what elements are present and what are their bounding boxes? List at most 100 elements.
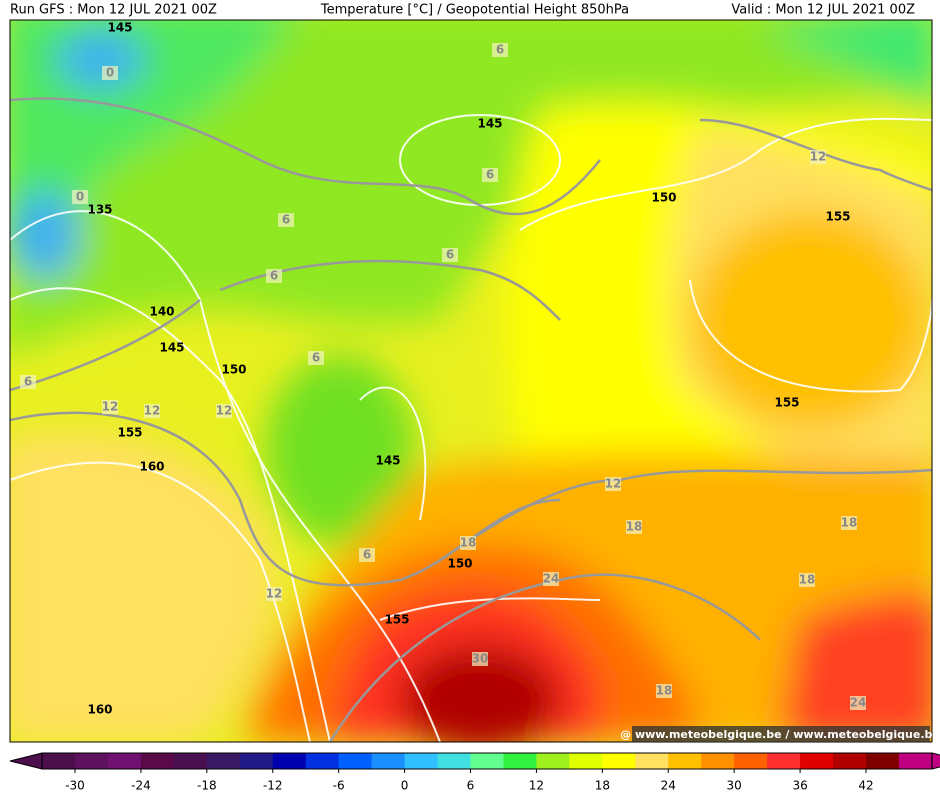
valid-label: Valid : Mon 12 JUL 2021 00Z xyxy=(731,3,915,18)
temperature-label: 18 xyxy=(626,520,643,534)
watermark: @ www.meteobelgique.be / www.meteobelgiq… xyxy=(620,728,940,741)
temperature-label: 6 xyxy=(486,168,494,182)
temperature-label-bg xyxy=(543,572,559,586)
temperature-label: 12 xyxy=(102,400,119,414)
height-label: 145 xyxy=(477,117,502,131)
color-swatch xyxy=(75,753,109,769)
height-label: 155 xyxy=(825,210,850,224)
temperature-label: 6 xyxy=(363,548,371,562)
colorbar-tick-label: -24 xyxy=(131,779,151,793)
colorbar-tick-label: -6 xyxy=(333,779,345,793)
color-swatch xyxy=(536,753,570,769)
temperature-label-bg xyxy=(850,696,866,710)
watermark-bg xyxy=(632,726,930,742)
temperature-label: 18 xyxy=(841,516,858,530)
color-swatch xyxy=(371,753,406,769)
temperature-label-bg xyxy=(20,375,36,389)
temperature-label-bg xyxy=(102,400,118,414)
temperature-label-bg xyxy=(810,150,826,164)
height-label: 160 xyxy=(139,460,164,474)
temperature-label-bg xyxy=(799,573,815,587)
temperature-label: 6 xyxy=(496,43,504,57)
color-swatch xyxy=(42,753,76,769)
color-swatch xyxy=(767,753,801,769)
height-label: 135 xyxy=(87,203,112,217)
map-frame xyxy=(9,19,933,743)
color-swatch xyxy=(668,753,702,769)
color-swatch xyxy=(503,753,537,769)
colorbar-tick-label: 36 xyxy=(792,779,807,793)
temperature-label-bg xyxy=(605,477,621,491)
temperature-label: 6 xyxy=(446,248,454,262)
height-label: 140 xyxy=(149,305,174,319)
color-swatch xyxy=(404,753,439,769)
color-swatch xyxy=(734,753,768,769)
temperature-label-bg xyxy=(102,66,118,80)
temperature-label-bg xyxy=(308,351,324,365)
height-label: 155 xyxy=(774,396,799,410)
colorbar-arrow-right xyxy=(931,752,940,770)
colorbar-tick-label: 24 xyxy=(661,779,676,793)
color-swatch xyxy=(173,753,208,769)
temperature-label-bg xyxy=(492,43,508,57)
temperature-label-bg xyxy=(266,269,282,283)
color-swatch xyxy=(470,753,504,769)
colorbar-tick-label: 12 xyxy=(529,779,544,793)
color-swatch xyxy=(107,753,142,769)
temperature-label: 12 xyxy=(144,404,161,418)
temperature-label: 24 xyxy=(543,572,560,586)
color-swatch xyxy=(239,753,274,769)
color-swatch xyxy=(338,753,373,769)
temperature-label: 0 xyxy=(106,66,114,80)
height-label: 150 xyxy=(447,557,472,571)
temperature-label: 24 xyxy=(850,696,867,710)
temperature-label: 0 xyxy=(76,190,84,204)
colorbar-arrow-left xyxy=(9,752,43,770)
temperature-label-bg xyxy=(144,404,160,418)
color-swatch xyxy=(898,753,933,769)
color-swatch xyxy=(569,753,603,769)
color-swatch xyxy=(206,753,241,769)
color-swatch xyxy=(272,753,307,769)
temperature-label: 12 xyxy=(810,150,827,164)
temperature-label-bg xyxy=(216,404,232,418)
height-label: 145 xyxy=(375,454,400,468)
temperature-label: 12 xyxy=(216,404,233,418)
height-label: 145 xyxy=(107,21,132,35)
run-label: Run GFS : Mon 12 JUL 2021 00Z xyxy=(10,3,217,18)
colorbar-frame xyxy=(41,752,933,770)
temperature-label: 30 xyxy=(472,652,489,666)
temperature-label: 12 xyxy=(266,587,283,601)
colorbar-tick-label: 42 xyxy=(858,779,873,793)
temperature-label: 12 xyxy=(605,477,622,491)
color-swatch xyxy=(305,753,340,769)
color-swatch xyxy=(437,753,471,769)
temperature-label-bg xyxy=(841,516,857,530)
colorbar-tick-label: -30 xyxy=(65,779,85,793)
color-swatch xyxy=(140,753,175,769)
colorbar-tick-label: 6 xyxy=(467,779,475,793)
color-swatch xyxy=(866,753,900,769)
height-label: 155 xyxy=(384,613,409,627)
temperature-label: 6 xyxy=(270,269,278,283)
temperature-label-bg xyxy=(460,536,476,550)
color-swatch xyxy=(701,753,735,769)
color-swatch xyxy=(800,753,834,769)
temperature-label-bg xyxy=(482,168,498,182)
height-label: 155 xyxy=(117,426,142,440)
colorbar-tick-label: -18 xyxy=(197,779,217,793)
temperature-label-bg xyxy=(278,213,294,227)
height-label: 150 xyxy=(221,363,246,377)
temperature-label-bg xyxy=(72,190,88,204)
temperature-label-bg xyxy=(442,248,458,262)
temperature-label: 18 xyxy=(460,536,477,550)
temperature-label: 6 xyxy=(282,213,290,227)
colorbar-tick-label: 30 xyxy=(727,779,742,793)
temperature-label-bg xyxy=(472,652,488,666)
color-swatch xyxy=(833,753,867,769)
map-title: Temperature [°C] / Geopotential Height 8… xyxy=(320,3,629,18)
colorbar-tick-label: 18 xyxy=(595,779,610,793)
temperature-label-bg xyxy=(656,684,672,698)
temperature-label: 18 xyxy=(799,573,816,587)
